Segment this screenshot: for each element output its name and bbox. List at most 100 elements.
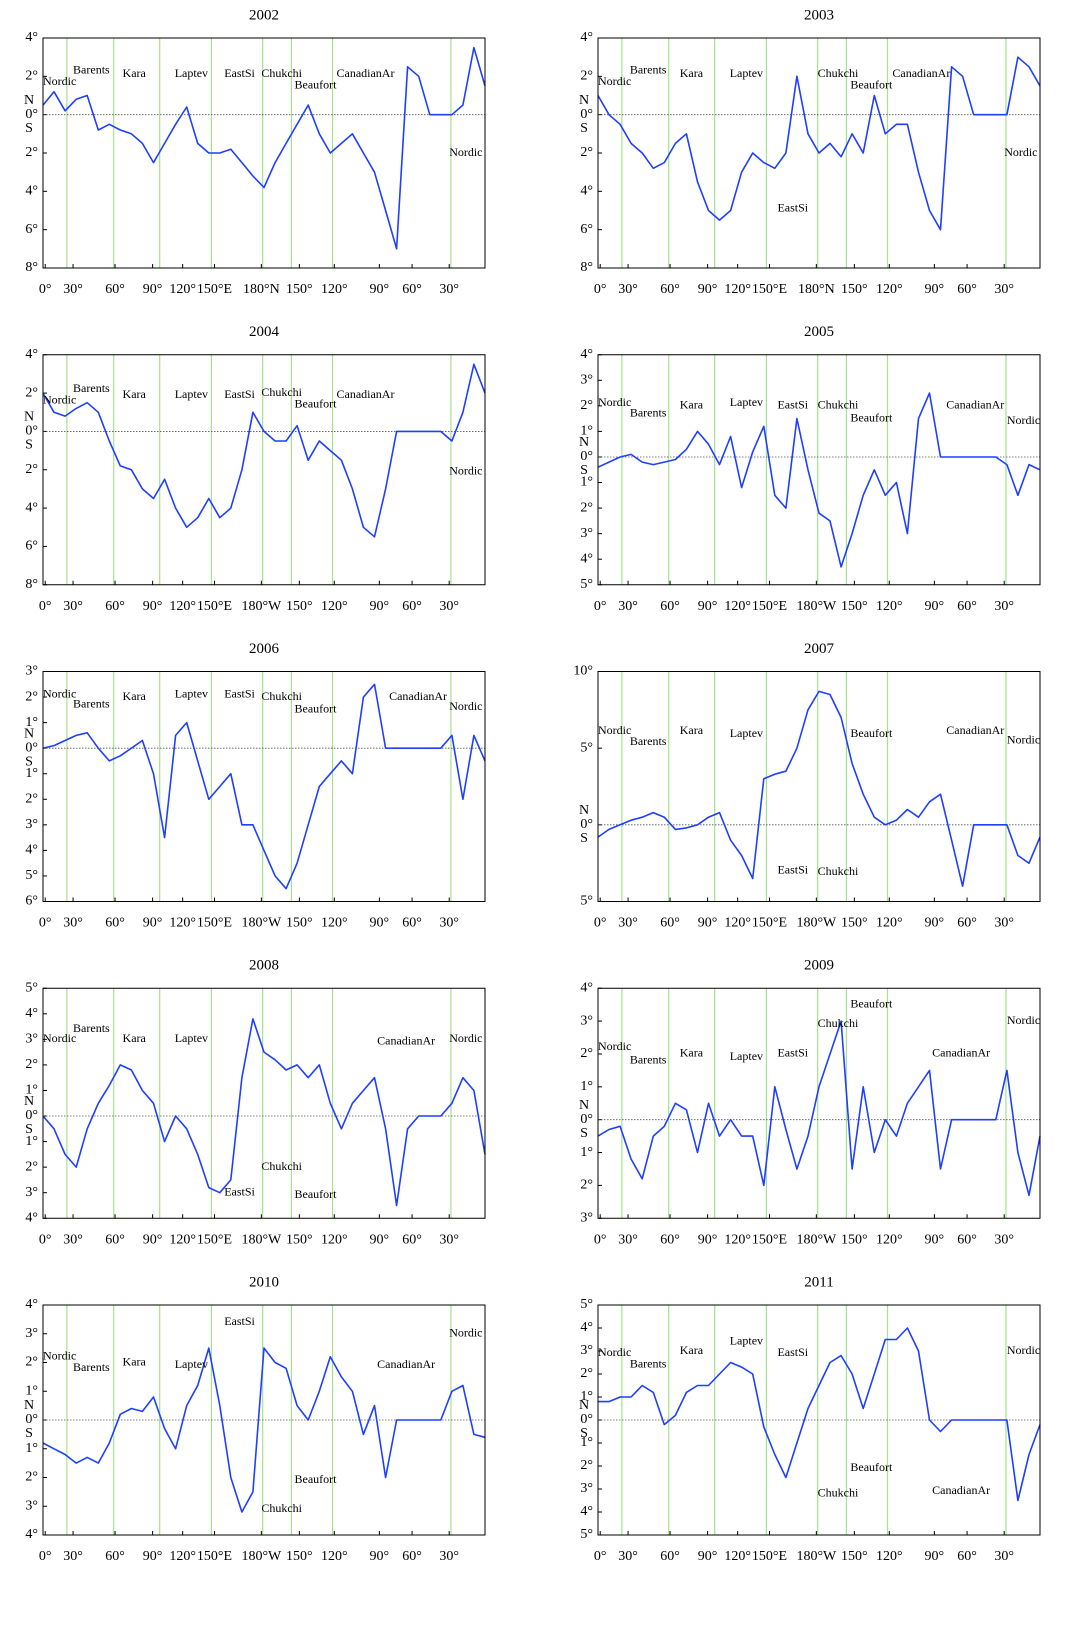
x-tick-label: 60° bbox=[105, 282, 125, 297]
y-tick-label: 5° bbox=[580, 1297, 593, 1312]
x-tick-label: 0° bbox=[39, 1549, 52, 1564]
x-tick-label: 120° bbox=[724, 1549, 751, 1564]
region-label: Beaufort bbox=[294, 396, 337, 410]
x-tick-label: 60° bbox=[105, 599, 125, 614]
y-tick-label: 2° bbox=[25, 385, 38, 400]
plot-frame bbox=[42, 671, 486, 902]
region-label: Nordic bbox=[449, 1326, 482, 1340]
x-tick-label: 120° bbox=[169, 1232, 196, 1247]
south-label: S bbox=[580, 463, 588, 478]
y-tick-label: 0° bbox=[25, 1412, 38, 1427]
y-tick-label: 4° bbox=[25, 347, 38, 362]
data-line bbox=[597, 392, 1041, 568]
y-tick-label: 1° bbox=[25, 766, 38, 781]
y-tick-label: 1° bbox=[25, 1083, 38, 1098]
north-label: N bbox=[579, 1398, 589, 1413]
x-tick-label: 60° bbox=[957, 599, 977, 614]
region-label: Kara bbox=[680, 398, 704, 412]
region-label: Beaufort bbox=[850, 78, 893, 92]
y-tick-label: 4° bbox=[580, 30, 593, 45]
y-tick-label: 0° bbox=[25, 424, 38, 439]
region-label: CanadianAr bbox=[389, 689, 447, 703]
x-tick-label: 30° bbox=[994, 1549, 1014, 1564]
panel-title: 2007 bbox=[804, 641, 835, 657]
x-tick-label: 30° bbox=[618, 1232, 638, 1247]
region-label: Nordic bbox=[1007, 413, 1040, 427]
x-tick-label: 30° bbox=[618, 916, 638, 931]
data-line bbox=[597, 56, 1041, 231]
panel-title: 2010 bbox=[249, 1274, 279, 1290]
x-tick-label: 60° bbox=[660, 916, 680, 931]
y-tick-label: 3° bbox=[580, 1210, 593, 1225]
region-label: Chukchi bbox=[261, 1159, 302, 1173]
region-label: Chukchi bbox=[818, 398, 859, 412]
y-tick-label: 2° bbox=[25, 791, 38, 806]
region-label: EastSi bbox=[777, 398, 808, 412]
y-tick-label: 3° bbox=[25, 1185, 38, 1200]
region-label: Beaufort bbox=[850, 726, 893, 740]
y-tick-label: 1° bbox=[580, 1389, 593, 1404]
x-tick-label: 30° bbox=[994, 599, 1014, 614]
region-label: Beaufort bbox=[294, 1472, 337, 1486]
region-label: Chukchi bbox=[818, 864, 859, 878]
x-tick-label: 30° bbox=[439, 1232, 459, 1247]
x-tick-label: 60° bbox=[957, 1549, 977, 1564]
data-line bbox=[597, 1020, 1041, 1197]
plot-frame bbox=[42, 354, 486, 586]
x-tick-label: 60° bbox=[402, 1549, 422, 1564]
north-label: N bbox=[24, 410, 34, 425]
x-tick-label: 120° bbox=[876, 282, 903, 297]
region-label: Barents bbox=[630, 734, 667, 748]
x-tick-label: 90° bbox=[698, 916, 718, 931]
data-line bbox=[42, 46, 486, 250]
region-label: Kara bbox=[123, 1031, 147, 1045]
x-tick-label: 150°E bbox=[752, 599, 787, 614]
x-tick-label: 150°E bbox=[752, 282, 787, 297]
region-label: Barents bbox=[73, 696, 110, 710]
region-label: Nordic bbox=[43, 1031, 76, 1045]
y-tick-label: 4° bbox=[25, 184, 38, 199]
x-tick-label: 150° bbox=[286, 916, 313, 931]
south-label: S bbox=[25, 1426, 33, 1441]
north-label: N bbox=[24, 1094, 34, 1109]
y-tick-label: 0° bbox=[580, 107, 593, 122]
data-line bbox=[42, 683, 486, 890]
x-tick-label: 150°E bbox=[197, 282, 232, 297]
y-tick-label: 6° bbox=[25, 222, 38, 237]
region-label: Nordic bbox=[43, 686, 76, 700]
x-tick-label: 60° bbox=[660, 1549, 680, 1564]
y-tick-label: 2° bbox=[25, 69, 38, 84]
x-tick-label: 180°W bbox=[796, 916, 837, 931]
y-tick-label: 2° bbox=[580, 500, 593, 515]
x-tick-label: 180°N bbox=[243, 282, 280, 297]
y-tick-label: 0° bbox=[580, 449, 593, 464]
x-tick-label: 30° bbox=[618, 1549, 638, 1564]
x-tick-label: 90° bbox=[925, 1549, 945, 1564]
region-label: Laptev bbox=[175, 66, 208, 80]
y-tick-label: 0° bbox=[580, 1412, 593, 1427]
y-tick-label: 4° bbox=[25, 1210, 38, 1225]
y-tick-label: 2° bbox=[25, 1159, 38, 1174]
south-label: S bbox=[25, 121, 33, 136]
north-label: N bbox=[579, 435, 589, 450]
region-label: Chukchi bbox=[261, 689, 302, 703]
region-label: Laptev bbox=[730, 726, 763, 740]
x-tick-label: 90° bbox=[698, 1549, 718, 1564]
region-label: Kara bbox=[123, 1354, 147, 1368]
x-tick-label: 60° bbox=[660, 599, 680, 614]
region-label: CanadianAr bbox=[932, 1483, 990, 1497]
x-tick-label: 150° bbox=[286, 1232, 313, 1247]
x-tick-label: 0° bbox=[594, 282, 607, 297]
region-label: EastSi bbox=[224, 387, 255, 401]
region-label: Nordic bbox=[43, 74, 76, 88]
y-tick-label: 2° bbox=[580, 69, 593, 84]
x-tick-label: 30° bbox=[439, 282, 459, 297]
x-tick-label: 120° bbox=[876, 1549, 903, 1564]
x-tick-label: 60° bbox=[402, 282, 422, 297]
y-tick-label: 4° bbox=[25, 843, 38, 858]
data-line bbox=[42, 1347, 486, 1513]
region-label: Nordic bbox=[598, 723, 631, 737]
